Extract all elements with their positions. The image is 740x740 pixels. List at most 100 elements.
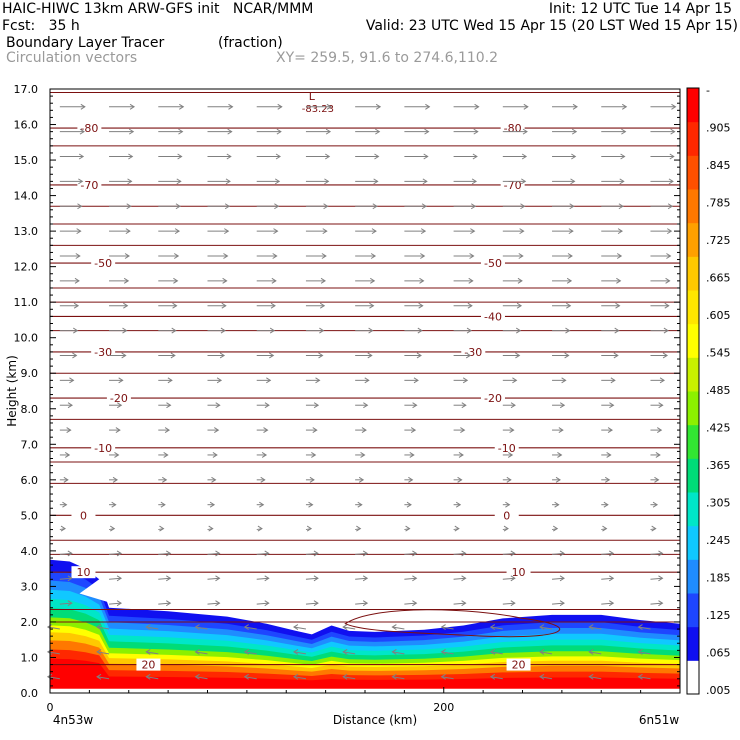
vector-shaft bbox=[638, 626, 651, 630]
vector-arrow bbox=[355, 352, 373, 359]
vector-head bbox=[273, 228, 279, 235]
vector-head bbox=[261, 452, 268, 458]
vector-head bbox=[179, 103, 185, 110]
vector-shaft bbox=[146, 626, 159, 630]
vector-arrow bbox=[650, 575, 664, 582]
vector-head bbox=[559, 402, 566, 409]
vector-arrow bbox=[404, 203, 427, 210]
vector-head bbox=[460, 427, 466, 434]
vector-arrow bbox=[305, 600, 319, 607]
contour-label-bg bbox=[71, 509, 96, 522]
vector-shaft bbox=[96, 651, 110, 655]
vector-head bbox=[418, 302, 424, 309]
vector-arrow bbox=[355, 302, 375, 309]
vector-head bbox=[69, 377, 75, 384]
vector-head bbox=[608, 575, 615, 582]
vector-shaft bbox=[146, 676, 159, 680]
vector-arrow bbox=[552, 253, 573, 259]
contour-label: 20 bbox=[141, 659, 155, 672]
vector-arrow bbox=[601, 525, 608, 532]
vector-shaft bbox=[355, 577, 368, 580]
vector-arrow bbox=[404, 103, 431, 110]
vector-shaft bbox=[539, 676, 553, 680]
vector-arrow bbox=[305, 501, 314, 508]
colorbar-label: - bbox=[706, 84, 710, 97]
vector-shaft bbox=[404, 552, 417, 555]
colorbar-segment bbox=[687, 222, 699, 257]
vector-arrow bbox=[502, 402, 516, 409]
vector-arrow bbox=[551, 525, 559, 532]
vector-arrow bbox=[207, 302, 227, 309]
vector-shaft bbox=[355, 602, 368, 605]
vector-arrow bbox=[404, 575, 418, 582]
vector-arrow bbox=[539, 648, 553, 655]
vector-shaft bbox=[638, 676, 651, 680]
vector-arrow bbox=[502, 253, 524, 259]
vector-head bbox=[408, 476, 414, 483]
vector-head bbox=[617, 228, 623, 235]
vector-head bbox=[214, 427, 220, 434]
vector-head bbox=[122, 327, 128, 334]
vector-arrow bbox=[207, 600, 221, 607]
vector-arrow bbox=[59, 501, 68, 508]
tracer-notch bbox=[79, 579, 129, 603]
vector-arrow bbox=[145, 648, 159, 655]
vector-head bbox=[320, 277, 327, 284]
vector-arrow bbox=[109, 575, 123, 582]
vector-shaft bbox=[551, 577, 565, 580]
vector-arrow bbox=[355, 178, 379, 185]
vector-head bbox=[607, 427, 613, 434]
vector-arrow bbox=[552, 377, 567, 384]
vector-head bbox=[208, 525, 214, 532]
y-tick-label: 8.0 bbox=[21, 403, 39, 416]
vector-shaft bbox=[256, 552, 269, 555]
vector-shaft bbox=[650, 577, 663, 580]
vector-arrow bbox=[453, 550, 467, 557]
vector-head bbox=[561, 377, 567, 384]
vector-arrow bbox=[256, 352, 275, 359]
vector-head bbox=[425, 103, 431, 110]
y-tick-label: 1.0 bbox=[21, 651, 39, 664]
y-tick-label: 10.0 bbox=[14, 332, 39, 345]
vector-shaft bbox=[59, 602, 72, 605]
vector-head bbox=[220, 327, 226, 334]
vector-head bbox=[620, 153, 626, 160]
vector-shaft bbox=[343, 676, 356, 680]
header-valid: Valid: 23 UTC Wed 15 Apr 15 (20 LST Wed … bbox=[365, 18, 738, 34]
vector-head bbox=[63, 476, 69, 483]
vector-arrow bbox=[108, 525, 116, 532]
vector-arrow bbox=[158, 153, 183, 160]
vector-head bbox=[79, 128, 85, 135]
colorbar-segment bbox=[687, 88, 699, 123]
colorbar-segment bbox=[687, 256, 699, 291]
vector-head bbox=[521, 178, 527, 185]
vector-head bbox=[572, 103, 578, 110]
vector-head bbox=[313, 575, 319, 582]
vector-arrow bbox=[109, 377, 124, 384]
vector-shaft bbox=[293, 651, 307, 655]
vector-head bbox=[519, 228, 525, 235]
vector-head bbox=[177, 153, 183, 160]
contour-label-bg bbox=[77, 178, 102, 191]
vector-head bbox=[489, 648, 496, 655]
header-title: HAIC-HIWC 13km ARW-GFS init NCAR/MMM bbox=[2, 1, 314, 17]
y-tick-label: 6.0 bbox=[21, 474, 39, 487]
vector-head bbox=[666, 253, 672, 259]
vector-arrow bbox=[207, 153, 232, 160]
vector-arrow bbox=[59, 452, 71, 458]
vector-arrow bbox=[355, 377, 370, 384]
colorbar-label: .305 bbox=[706, 497, 731, 510]
vector-head bbox=[467, 302, 473, 309]
vector-head bbox=[518, 253, 524, 259]
vector-head bbox=[667, 203, 674, 210]
vector-head bbox=[357, 501, 363, 508]
vector-head bbox=[364, 377, 370, 384]
vector-head bbox=[174, 228, 181, 235]
vector-head bbox=[391, 624, 397, 630]
vector-head bbox=[356, 525, 362, 532]
vector-arrow bbox=[158, 550, 172, 557]
vector-arrow bbox=[637, 648, 651, 655]
vector-head bbox=[461, 575, 467, 582]
vector-head bbox=[507, 452, 514, 458]
vector-head bbox=[654, 476, 660, 483]
